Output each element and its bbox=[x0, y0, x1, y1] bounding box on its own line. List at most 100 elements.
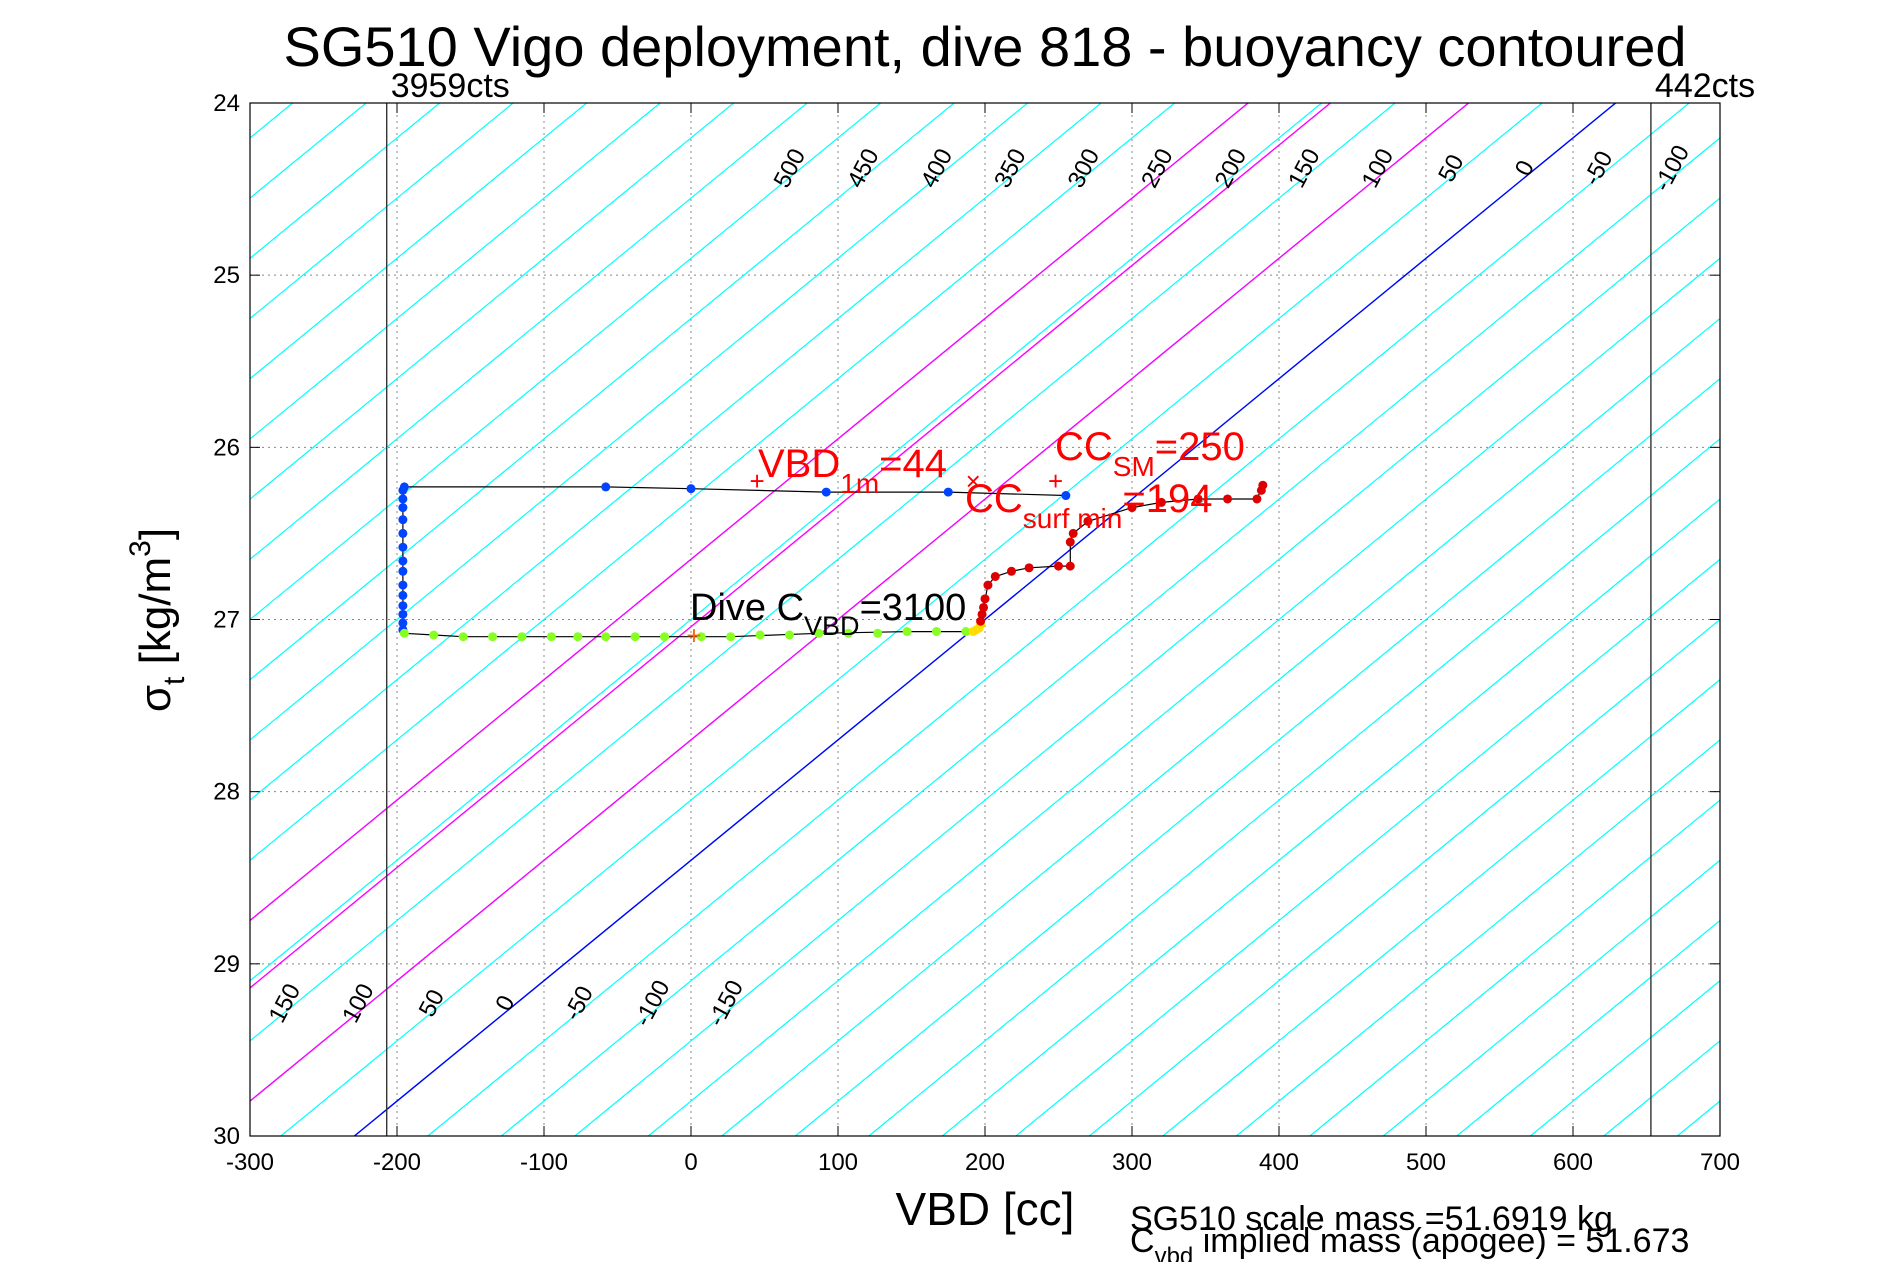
buoyancy-contour-line bbox=[250, 103, 808, 561]
chart-title: SG510 Vigo deployment, dive 818 - buoyan… bbox=[283, 15, 1686, 78]
data-point bbox=[517, 632, 527, 642]
data-point bbox=[398, 503, 408, 513]
buoyancy-contour-line bbox=[427, 103, 1690, 1136]
buoyancy-contour-line bbox=[250, 103, 1396, 1042]
buoyancy-contour-line bbox=[250, 103, 735, 500]
buoyancy-contour-line bbox=[250, 103, 514, 320]
data-point bbox=[398, 580, 408, 590]
data-point bbox=[488, 632, 498, 642]
contour-label-top: 100 bbox=[1357, 144, 1400, 192]
buoyancy-contour-line bbox=[647, 257, 1720, 1136]
vbd-limit-label: 3959cts bbox=[391, 67, 510, 105]
annotation-cc-sm-sub: SM bbox=[1113, 451, 1155, 482]
data-point bbox=[980, 594, 990, 604]
data-point bbox=[843, 628, 853, 638]
buoyancy-line-194 bbox=[250, 103, 1331, 989]
data-point bbox=[429, 630, 439, 640]
data-point bbox=[983, 580, 993, 590]
footer-scale-mass: SG510 scale mass =51.6919 kg bbox=[1130, 1200, 1613, 1238]
data-point bbox=[398, 542, 408, 552]
data-point bbox=[1156, 497, 1166, 507]
data-point bbox=[755, 630, 765, 640]
buoyancy-contour-line bbox=[1382, 859, 1720, 1136]
x-tick-label: 0 bbox=[684, 1149, 697, 1176]
data-point bbox=[398, 494, 408, 504]
contour-label-top: -100 bbox=[1649, 141, 1695, 196]
annotation-vbd-1m: VBD1m=44 bbox=[758, 442, 947, 499]
annotation-cc-surf-min-sub: surf min bbox=[1023, 503, 1123, 534]
data-point bbox=[1061, 491, 1071, 501]
contour-label-top: 350 bbox=[989, 144, 1032, 192]
contour-label-top: 250 bbox=[1136, 144, 1179, 192]
data-point bbox=[601, 482, 611, 492]
annotation-cc-surf-min-value: =194 bbox=[1122, 477, 1212, 521]
marker: + bbox=[686, 621, 701, 651]
contour-label-bottom: 100 bbox=[337, 979, 380, 1027]
buoyancy-contour-line bbox=[280, 103, 1543, 1136]
axis-ticks: -300 -200 -100 0 100 200 300 400 500 600 700242526… bbox=[213, 90, 1740, 1176]
data-point bbox=[686, 484, 696, 494]
buoyancy-contour-line bbox=[574, 197, 1720, 1136]
contour-label-bottom: -150 bbox=[703, 976, 749, 1031]
footer-implied-mass-c: C bbox=[1130, 1222, 1155, 1260]
data-point bbox=[1006, 566, 1016, 576]
annotation-cc-sm: CCSM=250 bbox=[1055, 425, 1245, 482]
y-axis-label-unit: [kg/m bbox=[131, 557, 180, 677]
y-tick-label: 30 bbox=[213, 1123, 240, 1150]
data-point bbox=[1252, 494, 1262, 504]
data-point bbox=[458, 632, 468, 642]
y-tick-label: 27 bbox=[213, 607, 240, 634]
contour-label-top: 50 bbox=[1433, 150, 1469, 186]
annotation-vbd-1m-sub: 1m bbox=[840, 468, 879, 499]
buoyancy-contour-line bbox=[250, 103, 882, 621]
data-point bbox=[814, 628, 824, 638]
buoyancy-contour-line bbox=[0, 103, 219, 1136]
buoyancy-contour-line bbox=[500, 137, 1720, 1136]
data-point bbox=[546, 632, 556, 642]
contour-label-bottom: 0 bbox=[490, 991, 520, 1015]
data-point bbox=[398, 515, 408, 525]
data-point bbox=[398, 485, 408, 495]
contour-label-bottom: 150 bbox=[264, 979, 307, 1027]
annotation-cc-surf-min-main: CC bbox=[965, 477, 1023, 521]
buoyancy-reference-lines bbox=[250, 103, 1617, 1136]
data-point bbox=[1258, 480, 1268, 490]
data-point bbox=[1193, 494, 1203, 504]
x-tick-label: 600 bbox=[1553, 1149, 1593, 1176]
data-point bbox=[977, 609, 987, 619]
buoyancy-contour-line bbox=[1824, 103, 1891, 1136]
data-point bbox=[1068, 528, 1078, 538]
contour-label-top: 400 bbox=[916, 144, 959, 192]
x-tick-label: 400 bbox=[1259, 1149, 1299, 1176]
buoyancy-line-250 bbox=[250, 103, 1249, 922]
data-point bbox=[573, 632, 583, 642]
contour-label-top: 450 bbox=[842, 144, 885, 192]
y-axis-label-unit-close: ] bbox=[131, 528, 180, 540]
data-point bbox=[1024, 563, 1034, 573]
data-point bbox=[902, 627, 912, 637]
buoyancy-contour-line bbox=[250, 103, 1323, 982]
buoyancy-contour-line bbox=[1088, 618, 1720, 1136]
annotation-vbd-1m-value: =44 bbox=[879, 442, 947, 486]
data-point bbox=[979, 602, 989, 612]
data-point bbox=[398, 528, 408, 538]
contour-label-top: -50 bbox=[1578, 147, 1618, 190]
footer-implied-mass: Cvbd implied mass (apogee) = 51.673 bbox=[1130, 1222, 1689, 1262]
footer-implied-mass-sub: vbd bbox=[1155, 1243, 1194, 1262]
vbd-limits: 3959cts 442cts bbox=[386, 67, 1755, 1136]
x-tick-label: 200 bbox=[965, 1149, 1005, 1176]
annotation-dive-cvbd-sub: VBD bbox=[804, 611, 860, 641]
marker: + bbox=[750, 466, 765, 496]
annotation-cc-sm-main: CC bbox=[1055, 425, 1113, 469]
y-axis-label-main: σ bbox=[131, 685, 180, 712]
data-point bbox=[398, 618, 408, 628]
contour-label-top: 150 bbox=[1283, 144, 1326, 192]
data-point bbox=[873, 628, 883, 638]
data-point bbox=[630, 632, 640, 642]
buoyancy-contour-line bbox=[0, 103, 72, 1136]
data-point bbox=[1054, 561, 1063, 571]
contour-label-top: 200 bbox=[1210, 144, 1253, 192]
data-point bbox=[398, 556, 408, 566]
buoyancy-contour-line bbox=[721, 317, 1720, 1136]
